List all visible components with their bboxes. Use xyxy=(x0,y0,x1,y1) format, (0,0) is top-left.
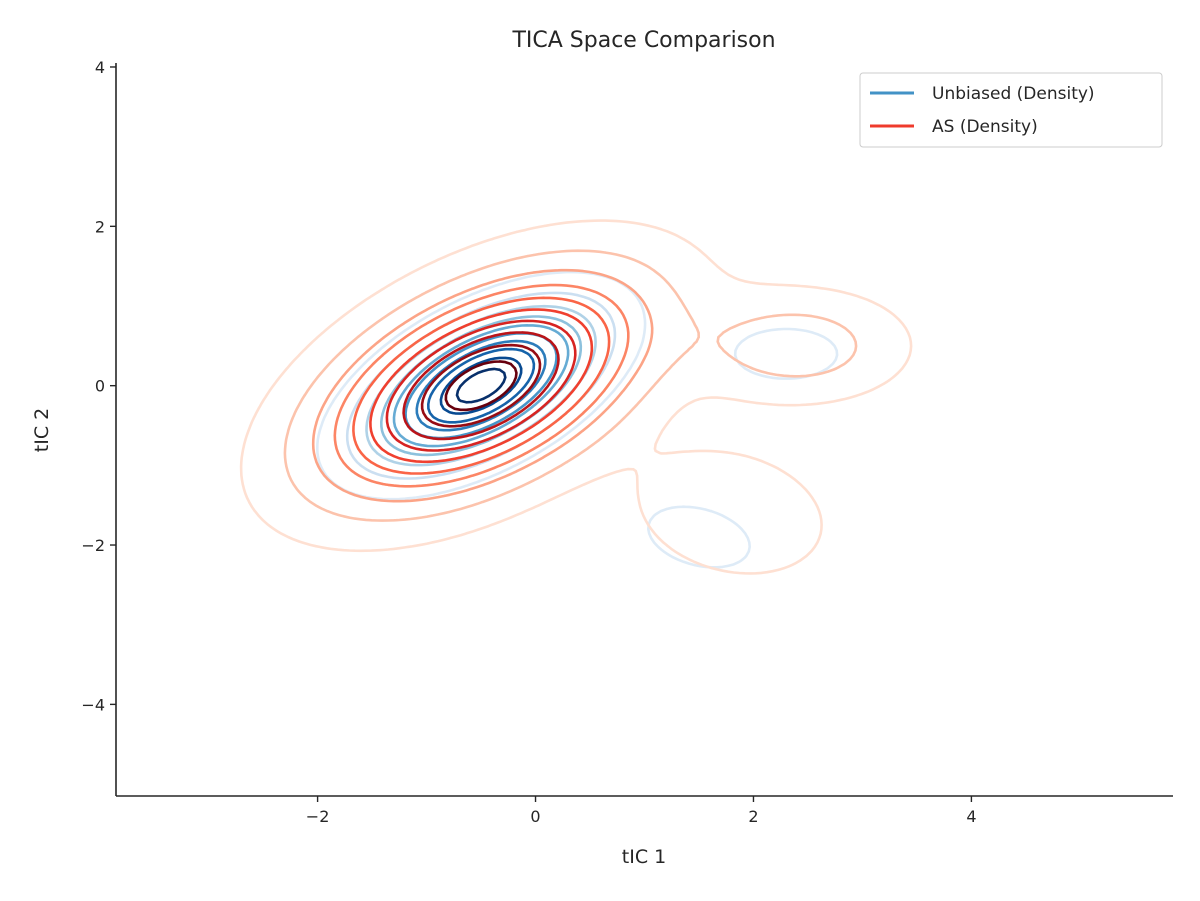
y-tick-label: 2 xyxy=(95,217,105,236)
axes xyxy=(115,63,1173,797)
as-contour-level-5 xyxy=(352,296,611,475)
as-contour-level-4 xyxy=(333,283,630,488)
unbiased-contour-level-4 xyxy=(380,315,583,457)
unbiased-contour-level-7 xyxy=(415,339,547,432)
x-tick-label: 4 xyxy=(966,807,976,826)
y-axis-label: tIC 2 xyxy=(31,408,53,452)
x-tick-label: −2 xyxy=(306,807,330,826)
as-contour-level-10 xyxy=(444,360,518,412)
x-axis-label: tIC 1 xyxy=(622,846,666,868)
legend-box xyxy=(859,72,1163,148)
y-ticks: −4 −2 0 2 4 xyxy=(81,58,116,714)
unbiased-contour-level-8 xyxy=(427,347,536,424)
x-tick-label: 2 xyxy=(748,807,758,826)
as-contour-level-9 xyxy=(420,343,542,428)
as-contour-level-2 xyxy=(283,249,858,522)
as-contour-level-7 xyxy=(385,319,577,452)
as-contour-level-1 xyxy=(239,219,913,575)
y-tick-label: 4 xyxy=(95,58,105,77)
as-contour-level-6 xyxy=(369,308,594,464)
x-tick-label: 0 xyxy=(530,807,540,826)
y-tick-label: 0 xyxy=(95,377,105,396)
chart-title: TICA Space Comparison xyxy=(511,28,775,53)
unbiased-contour-level-5 xyxy=(392,324,570,448)
contour-layer xyxy=(239,219,913,575)
y-tick-label: −4 xyxy=(81,695,105,714)
unbiased-contour-level-9 xyxy=(439,356,523,415)
as-contour-level-8 xyxy=(402,331,560,441)
x-ticks: −2 0 2 4 xyxy=(306,796,977,826)
legend-label-as: AS (Density) xyxy=(932,117,1038,137)
unbiased-contour-level-2 xyxy=(345,291,617,480)
legend-label-unbiased: Unbiased (Density) xyxy=(932,84,1095,104)
unbiased-contour-level-10 xyxy=(455,367,507,404)
legend: Unbiased (Density) AS (Density) xyxy=(859,72,1163,148)
as-contour-level-3 xyxy=(311,268,654,503)
y-tick-label: −2 xyxy=(81,536,105,555)
